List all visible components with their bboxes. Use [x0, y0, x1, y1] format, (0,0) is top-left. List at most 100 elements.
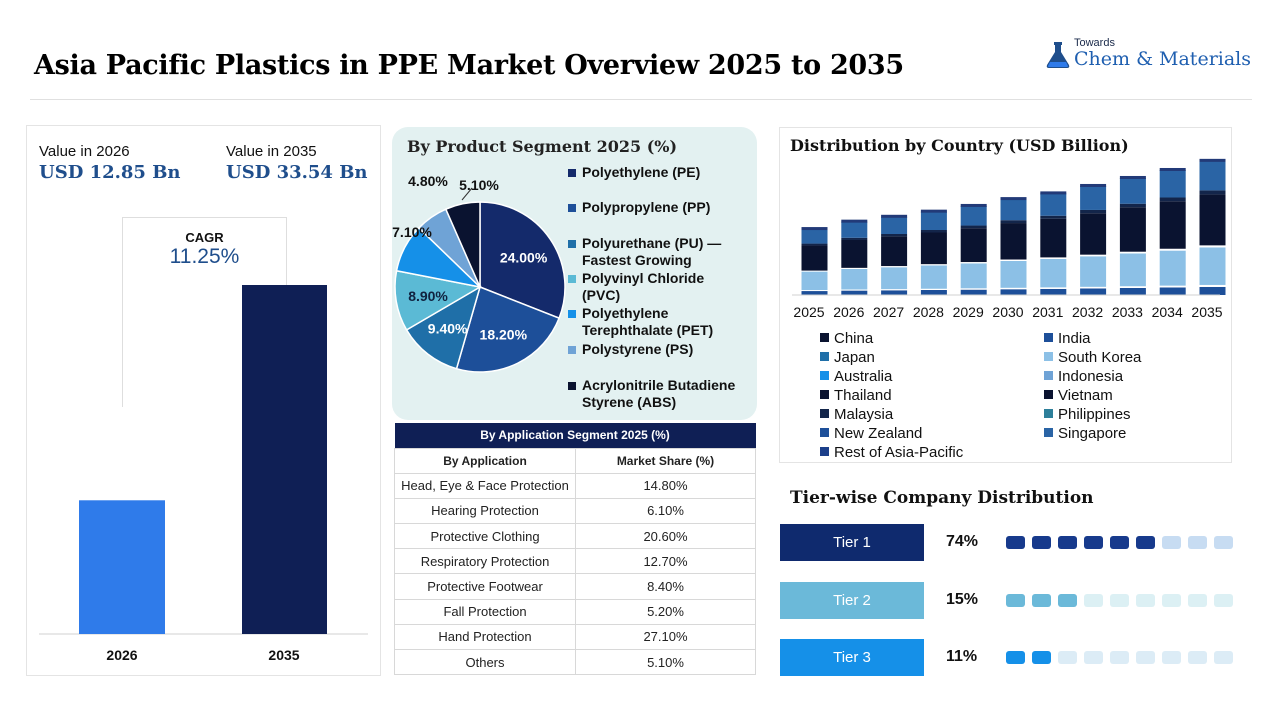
product-pie-chart: 24.00% 18.20% 9.40% 8.90% 7.10% 4.80% 5.10%: [392, 173, 566, 373]
country-legend-australia: Australia: [820, 368, 892, 385]
tier-1-percent: 74%: [946, 533, 979, 550]
tier-dot: [1084, 594, 1103, 607]
country-chart-title: Distribution by Country (USD Billion): [790, 136, 1129, 155]
tier-dot: [1058, 651, 1077, 664]
cell-share: 6.10%: [575, 497, 756, 525]
cagr-label: CAGR: [185, 230, 224, 245]
cell-share: 12.70%: [575, 548, 756, 575]
tier-2-percent: 15%: [946, 591, 979, 608]
country-bar-2027-seg-0: [881, 290, 908, 295]
tier-dot: [1136, 651, 1155, 664]
cell-application: Protective Clothing: [394, 523, 576, 550]
pie-slice-pu: [405, 285, 482, 370]
country-bar-2033-seg-4: [1119, 207, 1146, 252]
country-bar-2031-seg-1: [1040, 287, 1067, 289]
table-row: Others 5.10%: [394, 648, 756, 676]
year-label-2033: 2033: [1111, 304, 1143, 320]
year-label-2026: 2026: [833, 304, 865, 320]
table-row: Protective Clothing 20.60%: [394, 523, 756, 550]
country-bar-2034-seg-2: [1159, 250, 1186, 286]
country-bar-2025-seg-1: [801, 290, 828, 292]
country-bar-2026-seg-6: [841, 221, 868, 238]
country-bar-2025-seg-6: [801, 229, 828, 244]
country-bar-2025-seg-5: [801, 243, 828, 246]
country-bar-2031-seg-2: [1040, 258, 1067, 288]
col-header-share: Market Share (%): [575, 447, 756, 474]
country-bar-2027-cap: [881, 214, 908, 218]
pie-slice-pp: [455, 285, 561, 373]
brand-logo: Towards Chem & Materials: [1044, 36, 1254, 76]
country-legend-new-zealand: New Zealand: [820, 425, 922, 442]
country-bar-2027-seg-2: [881, 267, 908, 290]
country-bar-2033-seg-1: [1119, 286, 1146, 288]
country-bar-2035-seg-5: [1199, 190, 1226, 195]
cell-share: 14.80%: [575, 472, 756, 499]
country-bar-2035-cap: [1199, 158, 1226, 162]
country-bar-2034-seg-5: [1159, 197, 1186, 202]
year-label-2028: 2028: [912, 304, 944, 320]
year-label-2030: 2030: [992, 304, 1024, 320]
country-bar-2035-seg-6: [1199, 160, 1226, 191]
tier-dot: [1084, 651, 1103, 664]
country-bar-2033-seg-5: [1119, 203, 1146, 208]
country-bar-2033-seg-3: [1119, 251, 1146, 254]
bar-2035: [242, 285, 327, 634]
tier-dot: [1162, 536, 1181, 549]
cell-share: 5.10%: [575, 648, 756, 676]
tier-dot: [1058, 594, 1077, 607]
cell-application: Protective Footwear: [394, 573, 576, 600]
table-row: Head, Eye & Face Protection 14.80%: [394, 472, 756, 499]
product-segment-panel: By Product Segment 2025 (%) 24.00% 18.20%…: [392, 127, 757, 420]
country-bar-2028-seg-4: [920, 232, 947, 265]
country-bar-2034-seg-3: [1159, 248, 1186, 251]
cell-application: Hand Protection: [394, 623, 576, 651]
country-bar-2030-seg-1: [1000, 287, 1027, 290]
value-2026: USD 12.85 Bn: [39, 162, 181, 183]
country-bar-2030-seg-4: [1000, 223, 1027, 260]
country-bar-2035-seg-3: [1199, 245, 1226, 248]
year-label-2027: 2027: [873, 304, 905, 320]
tier-dot: [1214, 536, 1233, 549]
country-bar-2030-cap: [1000, 197, 1027, 201]
cell-application: Respiratory Protection: [394, 548, 576, 575]
pie-value-label-pu: 9.40%: [428, 321, 468, 337]
country-bar-2026-seg-2: [841, 268, 868, 290]
country-bar-2026-seg-1: [841, 289, 868, 291]
application-table-title: By Application Segment 2025 (%): [394, 423, 756, 448]
country-bar-2026-seg-4: [841, 239, 868, 268]
country-bar-2029-seg-4: [960, 228, 987, 263]
year-label-2034: 2034: [1151, 304, 1183, 320]
tier-dot: [1110, 536, 1129, 549]
country-legend-china: China: [820, 330, 873, 347]
country-legend-south-korea: South Korea: [1044, 349, 1141, 366]
country-bar-2031-seg-3: [1040, 257, 1067, 259]
country-bar-2029-seg-3: [960, 262, 987, 264]
value-2026-label: Value in 2026: [39, 143, 130, 160]
tier-3-dots: [1006, 651, 1233, 664]
country-bar-2033-seg-0: [1119, 287, 1146, 295]
country-bar-2032-seg-3: [1080, 254, 1107, 257]
tier-dot: [1162, 651, 1181, 664]
country-bar-2027-seg-3: [881, 266, 908, 268]
tier-1-label: Tier 1: [780, 524, 924, 561]
country-bar-2034-seg-0: [1159, 287, 1186, 295]
country-bar-2028-seg-0: [920, 289, 947, 295]
pie-slice-pe: [479, 201, 566, 320]
year-label-2035: 2035: [1191, 304, 1223, 320]
country-bar-2031-seg-5: [1040, 215, 1067, 219]
country-bar-2033-cap: [1119, 175, 1146, 179]
value-2035: USD 33.54 Bn: [226, 162, 368, 183]
logo-towards: Towards: [1074, 37, 1115, 49]
application-table-header: By Application Market Share (%): [394, 447, 756, 474]
country-bar-2030-seg-6: [1000, 199, 1027, 221]
country-bar-2031-seg-6: [1040, 193, 1067, 216]
table-row: Respiratory Protection 12.70%: [394, 548, 756, 575]
year-label-2025: 2025: [793, 304, 825, 320]
tier-2-label: Tier 2: [780, 582, 924, 619]
country-bar-2030-seg-0: [1000, 289, 1027, 295]
pie-slice-abs: [444, 201, 481, 288]
country-bar-2025-seg-0: [801, 291, 828, 295]
country-legend-singapore: Singapore: [1044, 425, 1126, 442]
country-bar-2032-seg-0: [1080, 288, 1107, 295]
tier-3-label: Tier 3: [780, 639, 924, 676]
